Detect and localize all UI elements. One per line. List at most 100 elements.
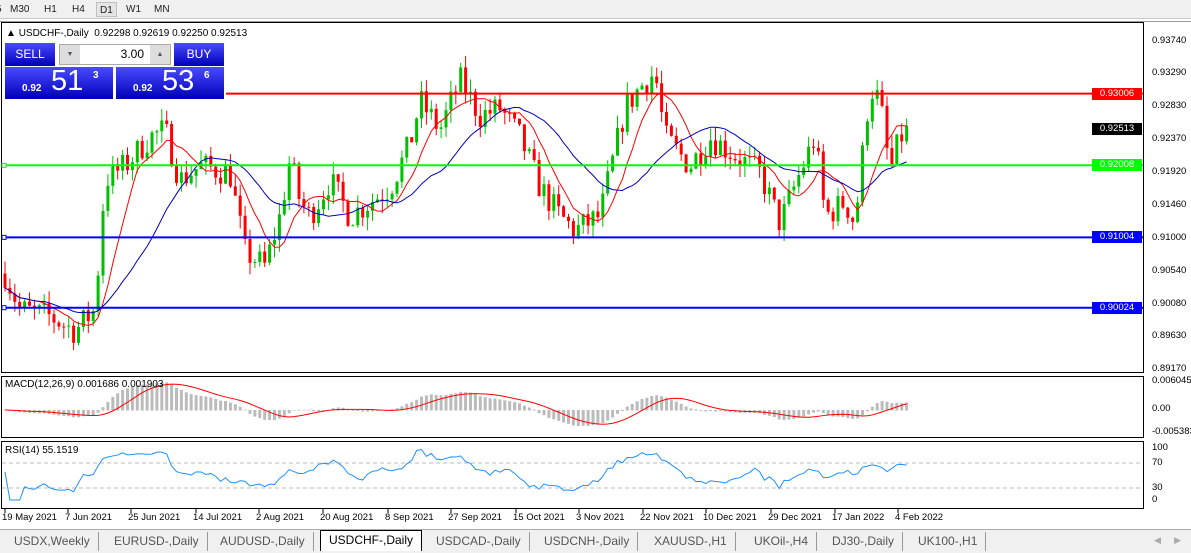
tab-usdcnh-daily[interactable]: USDCNH-,Daily bbox=[536, 532, 639, 551]
tab-dj30-daily[interactable]: DJ30-,Daily bbox=[824, 532, 904, 551]
macd-histogram-bar bbox=[537, 410, 541, 414]
timeframe-h4[interactable]: H4 bbox=[72, 4, 85, 15]
timeframe-w1[interactable]: W1 bbox=[126, 4, 141, 15]
macd-histogram-bar bbox=[885, 401, 889, 411]
rsi-pane[interactable] bbox=[1, 441, 1144, 509]
candle-body bbox=[179, 172, 183, 183]
macd-histogram-bar bbox=[591, 410, 595, 426]
candle-body bbox=[743, 157, 747, 166]
macd-histogram-bar bbox=[606, 410, 610, 421]
macd-histogram-bar bbox=[576, 410, 580, 427]
candle-body bbox=[106, 185, 110, 211]
candle-body bbox=[616, 127, 619, 156]
candle-body bbox=[101, 210, 105, 276]
candle-body bbox=[728, 157, 732, 159]
macd-histogram-bar bbox=[498, 399, 502, 411]
candle-body bbox=[356, 207, 360, 226]
macd-histogram-bar bbox=[429, 394, 433, 411]
buy-button[interactable]: BUY bbox=[174, 43, 224, 66]
timeframe-d1[interactable]: D1 bbox=[96, 2, 117, 17]
candle-body bbox=[189, 175, 193, 184]
candle-body bbox=[273, 239, 276, 245]
candle-body bbox=[32, 305, 36, 308]
macd-label: MACD(12,26,9) 0.001686 0.001903 bbox=[5, 379, 164, 390]
tab-ukoil-h4[interactable]: UKOil-,H4 bbox=[746, 532, 818, 551]
buy-price-button[interactable]: 0.92 53 6 bbox=[116, 65, 224, 99]
candle-body bbox=[635, 89, 639, 107]
macd-histogram-bar bbox=[336, 407, 340, 411]
macd-histogram-bar bbox=[145, 384, 149, 411]
candle-body bbox=[326, 195, 330, 200]
collapse-triangle-icon[interactable]: ▲ bbox=[6, 28, 16, 39]
tab-scroll-left-icon[interactable]: ◀ bbox=[1154, 535, 1161, 545]
candle-body bbox=[228, 165, 232, 187]
macd-histogram-bar bbox=[522, 405, 526, 411]
macd-histogram-bar bbox=[420, 396, 423, 411]
macd-axis-label: 0.00 bbox=[1152, 403, 1171, 414]
macd-histogram-bar bbox=[224, 401, 227, 411]
candle-body bbox=[302, 198, 306, 207]
candle-body bbox=[23, 301, 27, 308]
macd-histogram-bar bbox=[630, 403, 634, 411]
level-price-tag: 0.93006 bbox=[1092, 87, 1142, 100]
volume-decrease-icon[interactable]: ▼ bbox=[60, 45, 80, 64]
macd-histogram-bar bbox=[856, 410, 860, 419]
date-axis-label: 20 Aug 2021 bbox=[320, 512, 374, 523]
macd-histogram-bar bbox=[704, 410, 708, 412]
candle-body bbox=[905, 125, 909, 142]
date-axis-label: 17 Jan 2022 bbox=[832, 512, 885, 523]
candle-body bbox=[547, 184, 551, 211]
macd-histogram-bar bbox=[454, 393, 458, 411]
macd-histogram-bar bbox=[371, 410, 374, 412]
macd-histogram-bar bbox=[635, 401, 639, 411]
tab-usdchf-daily[interactable]: USDCHF-,Daily bbox=[320, 530, 422, 551]
volume-field[interactable]: ▼ 3.00 ▲ bbox=[59, 44, 171, 65]
candle-body bbox=[846, 207, 850, 218]
volume-value[interactable]: 3.00 bbox=[120, 47, 144, 61]
tab-scroll-right-icon[interactable]: ▶ bbox=[1174, 535, 1181, 545]
macd-histogram-bar bbox=[694, 409, 698, 411]
candle-body bbox=[317, 209, 321, 224]
macd-axis-label: 0.006045 bbox=[1152, 375, 1191, 386]
timeframe-m30[interactable]: M30 bbox=[10, 4, 30, 15]
macd-histogram-bar bbox=[557, 410, 561, 421]
tab-audusd-daily[interactable]: AUDUSD-,Daily bbox=[212, 532, 314, 551]
candle-body bbox=[253, 262, 257, 264]
sell-button[interactable]: SELL bbox=[5, 43, 55, 66]
timeframe-mn[interactable]: MN bbox=[154, 4, 170, 15]
sell-price-button[interactable]: 0.92 51 3 bbox=[5, 65, 113, 99]
price-pane[interactable] bbox=[1, 22, 1144, 373]
candle-body bbox=[478, 115, 482, 127]
candle-body bbox=[395, 181, 399, 194]
macd-histogram-bar bbox=[660, 396, 664, 411]
chart-legend: ▲ USDCHF-,Daily 0.92298 0.92619 0.92250 … bbox=[6, 28, 247, 39]
macd-histogram-bar bbox=[238, 406, 242, 411]
macd-pane[interactable] bbox=[1, 376, 1144, 438]
macd-histogram-bar bbox=[287, 410, 291, 414]
macd-histogram-bar bbox=[792, 410, 796, 420]
macd-histogram-bar bbox=[282, 410, 286, 417]
tab-usdcad-daily[interactable]: USDCAD-,Daily bbox=[428, 532, 530, 551]
candle-body bbox=[3, 273, 7, 288]
one-click-trading-panel: SELL ▼ 3.00 ▲ BUY 0.92 51 3 0.92 53 6 bbox=[5, 43, 224, 123]
macd-histogram-bar bbox=[581, 410, 585, 426]
tab-xauusd-h1[interactable]: XAUUSD-,H1 bbox=[646, 532, 736, 551]
volume-increase-icon[interactable]: ▲ bbox=[150, 45, 170, 64]
date-axis-label: 14 Jul 2021 bbox=[193, 512, 243, 523]
tab-usdx-weekly[interactable]: USDX,Weekly bbox=[6, 532, 99, 551]
tab-eurusd-daily[interactable]: EURUSD-,Daily bbox=[106, 532, 208, 551]
candle-body bbox=[586, 214, 590, 226]
candle-body bbox=[812, 146, 815, 148]
tab-uk100-h1[interactable]: UK100-,H1 bbox=[910, 532, 987, 551]
candle-body bbox=[620, 127, 624, 132]
timeframe-h1[interactable]: H1 bbox=[44, 4, 57, 15]
macd-histogram-bar bbox=[812, 410, 815, 413]
candle-body bbox=[640, 85, 644, 90]
macd-histogram-bar bbox=[81, 410, 85, 417]
macd-histogram-bar bbox=[611, 410, 615, 418]
candle-body bbox=[679, 143, 683, 155]
macd-histogram-bar bbox=[248, 410, 252, 414]
timeframe-5[interactable]: 5 bbox=[0, 2, 2, 17]
macd-histogram-bar bbox=[395, 408, 399, 411]
macd-histogram-bar bbox=[861, 410, 864, 416]
